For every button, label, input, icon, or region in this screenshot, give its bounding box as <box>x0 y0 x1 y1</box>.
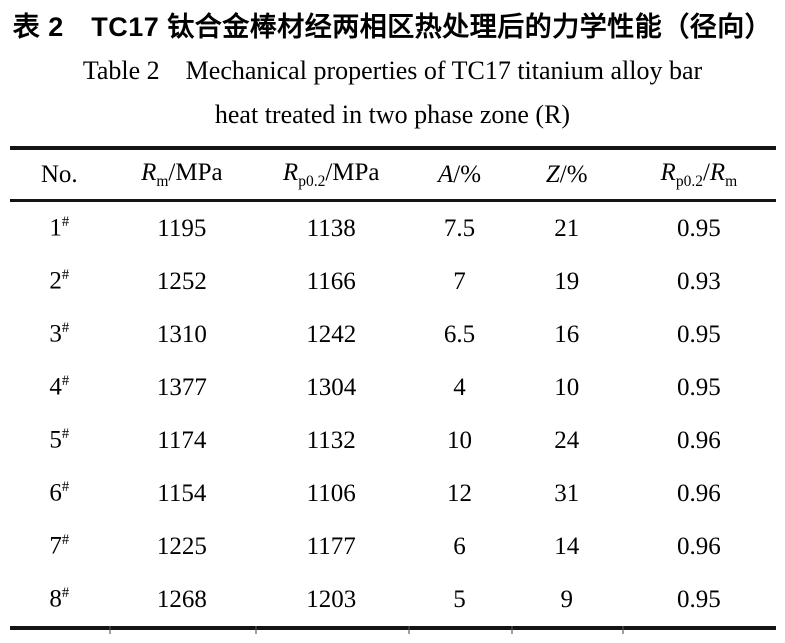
cell-no: 7# <box>49 532 70 560</box>
cell-no: 1# <box>49 214 70 242</box>
table-caption-english-line2: heat treated in two phase zone (R) <box>214 100 571 129</box>
cell-ratio: 0.95 <box>677 320 721 348</box>
hash-superscript: # <box>61 267 70 284</box>
bottom-rule-tick <box>622 626 625 634</box>
cell-a: 6.5 <box>443 320 476 348</box>
cell-rm: 1268 <box>156 585 207 613</box>
bottom-rule-tick <box>407 626 410 634</box>
table-caption-english-line1: Table 2 Mechanical properties of TC17 ti… <box>82 56 703 85</box>
bottom-rule-tick <box>511 626 514 634</box>
cell-a: 6 <box>453 532 466 560</box>
cell-rm: 1252 <box>156 267 207 295</box>
table-row: 2# 1252 1166 7 19 0.93 <box>10 255 776 308</box>
table-row: 1# 1195 1138 7.5 21 0.95 <box>10 201 776 256</box>
cell-no: 6# <box>49 479 70 507</box>
cell-z: 19 <box>554 267 580 295</box>
cell-z: 16 <box>554 320 580 348</box>
cell-ratio: 0.96 <box>677 426 721 454</box>
hash-superscript: # <box>61 373 70 390</box>
cell-a: 5 <box>453 585 466 613</box>
col-header-rp02: Rp0.2/MPa <box>254 148 408 202</box>
table-row: 4# 1377 1304 4 10 0.95 <box>10 361 776 414</box>
cell-rp02: 1242 <box>306 320 357 348</box>
col-header-a: A/% <box>407 148 512 202</box>
cell-rm: 1225 <box>156 532 207 560</box>
table-container: No. Rm/MPa Rp0.2/MPa A/% Z/% Rp0.2/Rm 1#… <box>9 146 776 634</box>
cell-ratio: 0.95 <box>677 214 721 242</box>
cell-rp02: 1177 <box>306 532 356 560</box>
cell-rm: 1377 <box>156 373 207 401</box>
cell-ratio: 0.95 <box>677 585 721 613</box>
cell-rm: 1154 <box>157 479 207 507</box>
cell-rp02: 1138 <box>306 214 356 242</box>
col-header-z: Z/% <box>511 148 623 202</box>
cell-a: 7.5 <box>443 214 476 242</box>
hash-superscript: # <box>61 479 70 496</box>
cell-no: 3# <box>49 320 70 348</box>
cell-rm: 1174 <box>157 426 207 454</box>
table-row: 3# 1310 1242 6.5 16 0.95 <box>10 308 776 361</box>
cell-z: 24 <box>554 426 580 454</box>
hash-superscript: # <box>61 426 70 443</box>
cell-rp02: 1304 <box>306 373 357 401</box>
col-header-no: No. <box>9 148 110 202</box>
cell-z: 21 <box>554 214 580 242</box>
table-row: 6# 1154 1106 12 31 0.96 <box>10 467 776 520</box>
cell-a: 10 <box>447 426 472 454</box>
cell-rp02: 1203 <box>306 585 357 613</box>
cell-ratio: 0.95 <box>677 373 721 401</box>
cell-z: 9 <box>560 585 573 613</box>
cell-z: 14 <box>554 532 580 560</box>
cell-rp02: 1166 <box>306 267 356 295</box>
hash-superscript: # <box>61 585 70 602</box>
cell-ratio: 0.93 <box>677 267 721 295</box>
cell-no: 4# <box>49 373 70 401</box>
table-row: 5# 1174 1132 10 24 0.96 <box>10 414 776 467</box>
table-row: 8# 1268 1203 5 9 0.95 <box>10 573 776 628</box>
bottom-rule-tick <box>254 626 257 634</box>
hash-superscript: # <box>61 320 70 337</box>
cell-z: 10 <box>554 373 580 401</box>
cell-rm: 1310 <box>156 320 207 348</box>
mechanical-properties-table: No. Rm/MPa Rp0.2/MPa A/% Z/% Rp0.2/Rm 1#… <box>9 146 776 630</box>
cell-no: 5# <box>49 426 70 454</box>
col-header-rm: Rm/MPa <box>109 148 255 202</box>
cell-a: 4 <box>453 373 466 401</box>
bottom-rule-tick <box>109 626 112 634</box>
table-caption-chinese: 表 2 TC17 钛合金棒材经两相区热处理后的力学性能（径向） <box>12 12 773 42</box>
cell-a: 12 <box>447 479 472 507</box>
cell-rp02: 1132 <box>306 426 356 454</box>
col-header-ratio: Rp0.2/Rm <box>622 148 776 202</box>
hash-superscript: # <box>61 532 70 549</box>
cell-rp02: 1106 <box>306 479 356 507</box>
hash-superscript: # <box>61 214 70 231</box>
cell-ratio: 0.96 <box>677 532 721 560</box>
cell-no: 8# <box>49 585 70 613</box>
cell-z: 31 <box>554 479 580 507</box>
table-row: 7# 1225 1177 6 14 0.96 <box>10 520 776 573</box>
cell-ratio: 0.96 <box>677 479 721 507</box>
cell-rm: 1195 <box>157 214 207 242</box>
header-row: No. Rm/MPa Rp0.2/MPa A/% Z/% Rp0.2/Rm <box>9 148 776 202</box>
cell-a: 7 <box>453 267 466 295</box>
cell-no: 2# <box>49 267 70 295</box>
